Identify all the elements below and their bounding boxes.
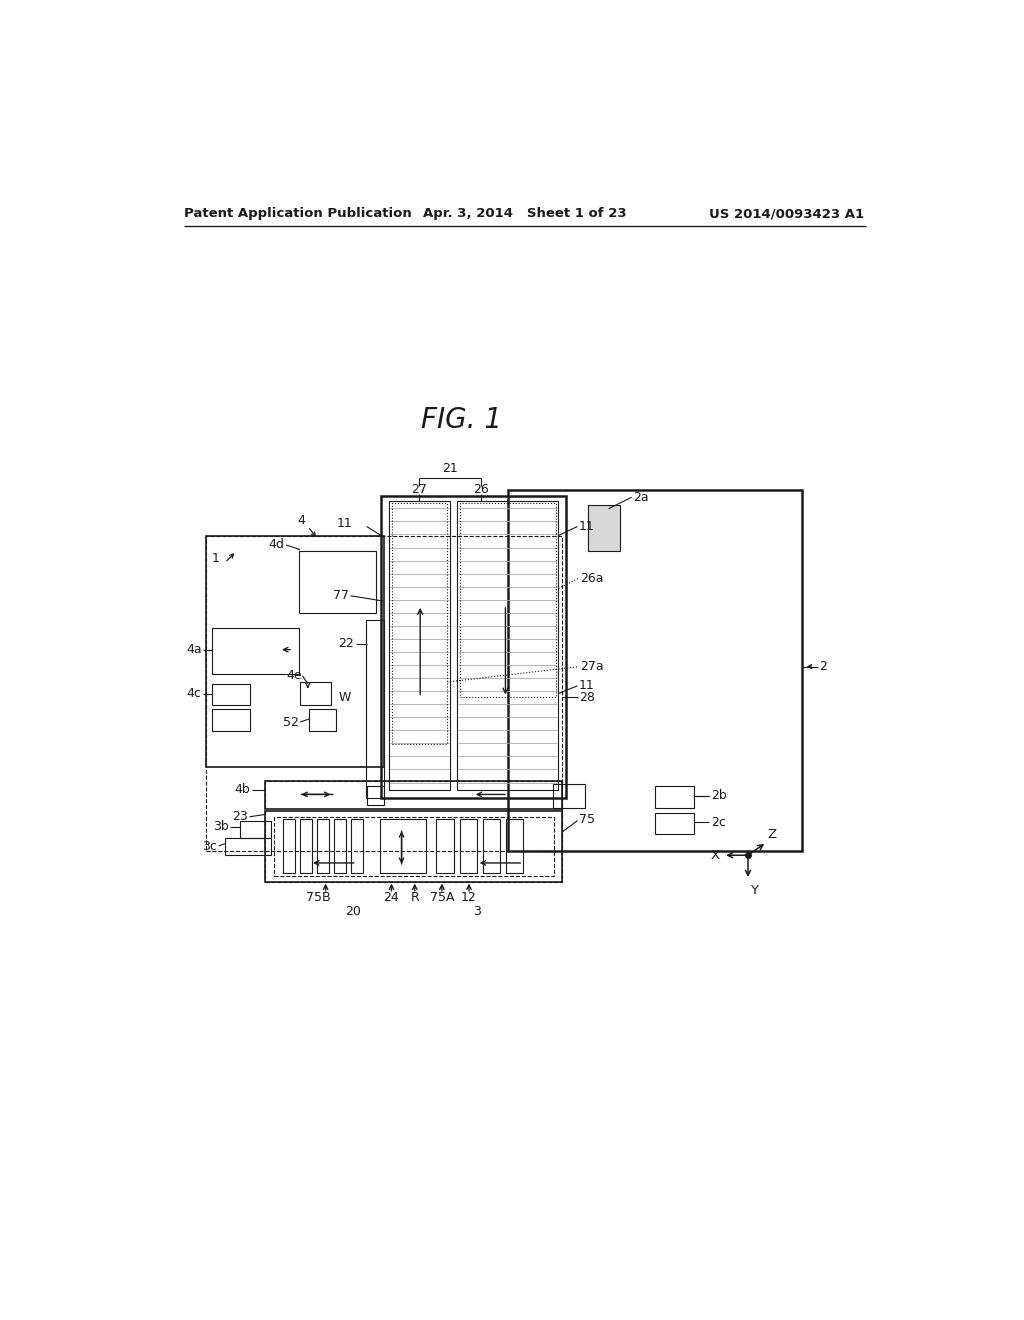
Text: 26a: 26a — [581, 572, 604, 585]
Text: 23: 23 — [232, 810, 248, 824]
Bar — [508, 490, 802, 851]
Bar — [212, 628, 299, 675]
Bar — [483, 818, 500, 873]
Text: 3: 3 — [473, 906, 480, 917]
Bar — [283, 818, 295, 873]
Text: 4: 4 — [297, 513, 305, 527]
Bar — [460, 503, 556, 697]
Text: 2b: 2b — [711, 789, 727, 803]
Bar — [300, 682, 331, 705]
Bar — [351, 818, 362, 873]
Text: 3c: 3c — [203, 840, 217, 853]
Text: 21: 21 — [441, 462, 458, 475]
Text: X: X — [711, 849, 720, 862]
Text: US 2014/0093423 A1: US 2014/0093423 A1 — [710, 207, 864, 220]
Text: 11: 11 — [579, 520, 595, 533]
Bar — [380, 818, 426, 873]
Text: 28: 28 — [579, 690, 595, 704]
Text: 75A: 75A — [430, 891, 454, 904]
Bar — [206, 536, 384, 767]
Text: Patent Application Publication: Patent Application Publication — [183, 207, 412, 220]
Text: Y: Y — [751, 884, 759, 896]
Text: 11: 11 — [337, 517, 352, 529]
Bar — [553, 784, 586, 808]
Text: FIG. 1: FIG. 1 — [421, 407, 502, 434]
Bar — [655, 785, 693, 808]
Text: 27: 27 — [411, 483, 427, 496]
Text: 4e: 4e — [287, 669, 302, 682]
Bar — [241, 821, 271, 838]
Bar — [212, 709, 251, 730]
Text: 11: 11 — [579, 680, 595, 693]
Bar — [389, 502, 450, 789]
Text: 2c: 2c — [711, 816, 726, 829]
Bar — [655, 813, 693, 834]
Bar — [366, 620, 384, 797]
Text: 3b: 3b — [213, 820, 228, 833]
Text: 27a: 27a — [581, 660, 604, 673]
Text: 22: 22 — [339, 638, 354, 649]
Text: 52: 52 — [283, 715, 299, 729]
Bar — [317, 818, 329, 873]
Text: 24: 24 — [384, 891, 399, 904]
Bar — [299, 552, 376, 612]
Bar — [367, 785, 384, 805]
Bar — [265, 780, 562, 809]
Bar — [308, 709, 336, 730]
Bar — [265, 812, 562, 882]
Text: 1: 1 — [212, 552, 219, 565]
Bar — [273, 817, 554, 876]
Bar — [265, 780, 562, 882]
Bar — [225, 838, 271, 855]
Text: 77: 77 — [333, 589, 349, 602]
Text: 75: 75 — [579, 813, 595, 825]
Bar — [506, 818, 523, 873]
Text: Apr. 3, 2014   Sheet 1 of 23: Apr. 3, 2014 Sheet 1 of 23 — [423, 207, 627, 220]
Bar — [212, 684, 251, 705]
Text: 20: 20 — [345, 906, 360, 917]
Bar — [381, 496, 566, 797]
Bar — [206, 536, 562, 851]
Bar — [300, 818, 311, 873]
Text: 2: 2 — [819, 660, 827, 673]
Text: 4b: 4b — [234, 783, 251, 796]
Text: 26: 26 — [473, 483, 488, 496]
Bar — [460, 818, 477, 873]
Text: 75B: 75B — [305, 891, 330, 904]
Bar — [458, 502, 558, 789]
Text: W: W — [339, 690, 351, 704]
Bar — [588, 506, 621, 552]
Bar — [436, 818, 454, 873]
Text: 12: 12 — [461, 891, 477, 904]
Text: 4c: 4c — [186, 686, 202, 700]
Bar — [391, 503, 447, 743]
Text: Z: Z — [767, 828, 776, 841]
Text: 4d: 4d — [268, 539, 285, 552]
Text: 2a: 2a — [633, 491, 649, 504]
Text: R: R — [411, 891, 419, 904]
Bar — [334, 818, 346, 873]
Text: 4a: 4a — [186, 643, 202, 656]
